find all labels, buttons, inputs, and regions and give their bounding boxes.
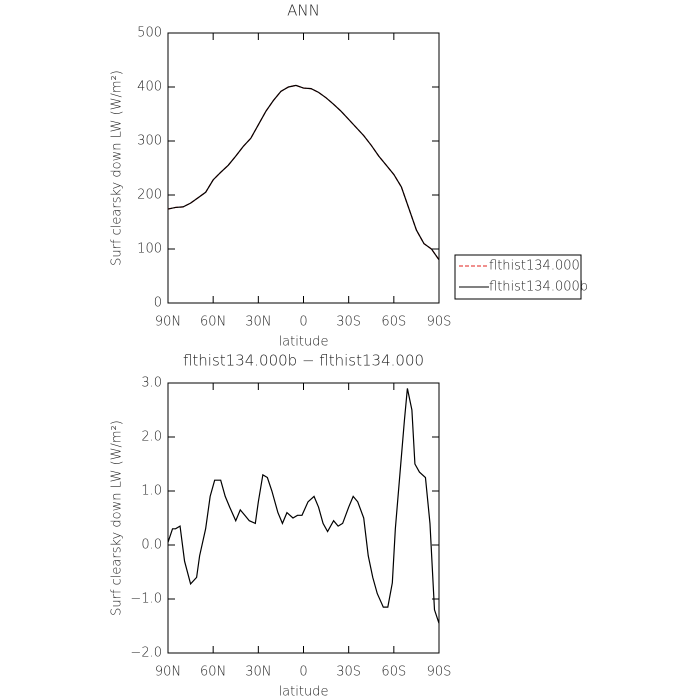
y-tick-label: 400 — [137, 80, 162, 95]
x-tick-label: 30N — [245, 315, 271, 330]
x-tick-label: 90S — [427, 665, 452, 680]
x-tick-label: 90S — [427, 315, 452, 330]
legend-label: flthist134.000 — [489, 259, 580, 274]
y-axis-label: Surf clearsky down LW (W/m²) — [110, 420, 125, 616]
y-tick-label: 1.0 — [141, 484, 162, 499]
x-tick-label: 0 — [299, 315, 307, 330]
chart-title: flthist134.000b − flthist134.000 — [183, 352, 424, 370]
chart-title: ANN — [287, 2, 320, 20]
x-tick-label: 60S — [381, 315, 406, 330]
y-tick-label: 3.0 — [141, 376, 162, 391]
x-tick-label: 30S — [336, 665, 361, 680]
x-axis-label: latitude — [279, 335, 329, 350]
x-tick-label: 30N — [245, 665, 271, 680]
y-tick-label: −1.0 — [130, 592, 162, 607]
x-tick-label: 60S — [381, 665, 406, 680]
y-tick-label: 2.0 — [141, 430, 162, 445]
x-tick-label: 90N — [155, 665, 181, 680]
y-tick-label: 0.0 — [141, 538, 162, 553]
plot-frame — [167, 32, 440, 304]
y-tick-label: 300 — [137, 134, 162, 149]
data-line — [167, 84, 440, 261]
data-line — [167, 388, 440, 624]
data-line — [167, 84, 440, 261]
legend-box — [454, 254, 582, 300]
legend: flthist134.000 flthist134.000b — [454, 254, 588, 300]
plot-frame — [167, 382, 440, 654]
y-tick-label: 200 — [137, 188, 162, 203]
x-tick-label: 60N — [200, 315, 226, 330]
x-tick-label: 60N — [200, 665, 226, 680]
x-tick-label: 90N — [155, 315, 181, 330]
y-tick-label: 500 — [137, 26, 162, 41]
y-tick-label: 0 — [154, 296, 162, 311]
x-axis-label: latitude — [279, 685, 329, 700]
y-axis-label: Surf clearsky down LW (W/m²) — [110, 70, 125, 266]
legend-label: flthist134.000b — [489, 280, 588, 295]
y-tick-label: 100 — [137, 242, 162, 257]
y-tick-label: −2.0 — [130, 646, 162, 661]
x-tick-label: 0 — [299, 665, 307, 680]
x-tick-label: 30S — [336, 315, 361, 330]
